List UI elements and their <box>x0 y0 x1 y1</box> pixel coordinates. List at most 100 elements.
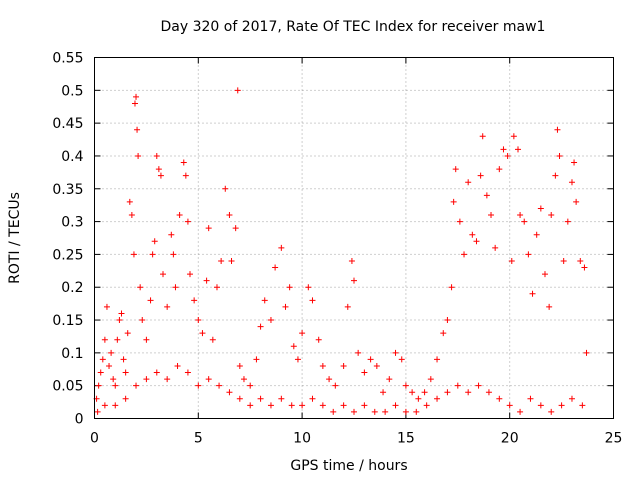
data-point <box>510 133 517 140</box>
y-tick-label: 0.05 <box>52 379 83 395</box>
data-point <box>133 93 140 100</box>
data-point <box>282 303 289 310</box>
data-point <box>153 152 160 159</box>
data-point <box>234 87 241 94</box>
data-point <box>112 382 119 389</box>
y-tick-label: 0 <box>75 412 84 428</box>
data-point <box>101 402 108 409</box>
data-point <box>571 159 578 166</box>
data-point <box>199 330 206 337</box>
data-point <box>402 382 409 389</box>
data-point <box>135 152 142 159</box>
data-point <box>139 317 146 324</box>
data-point <box>392 349 399 356</box>
data-point <box>452 166 459 173</box>
data-point <box>218 257 225 264</box>
data-point <box>232 225 239 232</box>
data-point <box>448 284 455 291</box>
data-point <box>118 310 125 317</box>
data-point <box>195 382 202 389</box>
data-point <box>155 166 162 173</box>
data-point <box>508 257 515 264</box>
data-point <box>236 395 243 402</box>
data-point <box>573 198 580 205</box>
data-point <box>95 382 102 389</box>
data-point <box>340 362 347 369</box>
data-point <box>319 402 326 409</box>
plot-frame <box>94 57 614 419</box>
data-point <box>583 349 590 356</box>
data-point <box>434 356 441 363</box>
data-point <box>170 251 177 258</box>
data-point <box>128 212 135 219</box>
data-point <box>147 297 154 304</box>
data-point <box>116 317 123 324</box>
data-point <box>216 382 223 389</box>
data-point <box>581 264 588 271</box>
data-point <box>409 389 416 396</box>
data-point <box>112 402 119 409</box>
data-point <box>286 284 293 291</box>
data-point <box>380 389 387 396</box>
chart-title: Day 320 of 2017, Rate Of TEC Index for r… <box>161 19 546 35</box>
data-point <box>361 369 368 376</box>
data-point <box>305 284 312 291</box>
data-point <box>213 284 220 291</box>
data-point <box>541 271 548 278</box>
data-point <box>94 408 101 415</box>
data-point <box>413 408 420 415</box>
data-point <box>361 402 368 409</box>
data-point <box>504 152 511 159</box>
data-point <box>299 402 306 409</box>
data-point <box>427 376 434 383</box>
data-point <box>168 231 175 238</box>
data-point <box>469 231 476 238</box>
data-point <box>415 395 422 402</box>
data-point <box>386 376 393 383</box>
y-tick-label: 0.4 <box>61 149 83 165</box>
y-tick-label: 0.5 <box>61 83 83 99</box>
data-point <box>461 251 468 258</box>
data-point <box>344 303 351 310</box>
data-point <box>568 179 575 186</box>
data-point <box>492 244 499 251</box>
data-point <box>137 284 144 291</box>
data-point <box>473 238 480 245</box>
data-point <box>126 198 133 205</box>
data-point <box>444 317 451 324</box>
data-point <box>527 395 534 402</box>
data-point <box>122 369 129 376</box>
data-point <box>579 402 586 409</box>
data-point <box>340 402 347 409</box>
data-point <box>546 303 553 310</box>
data-point <box>182 172 189 179</box>
data-point <box>332 382 339 389</box>
data-point <box>456 218 463 225</box>
scatter-points <box>93 87 590 415</box>
data-point <box>506 402 513 409</box>
data-point <box>454 382 461 389</box>
data-point <box>423 402 430 409</box>
data-point <box>450 198 457 205</box>
data-point <box>228 257 235 264</box>
data-point <box>290 343 297 350</box>
data-point <box>548 212 555 219</box>
data-point <box>552 172 559 179</box>
data-point <box>151 238 158 245</box>
data-point <box>517 408 524 415</box>
x-tick-label: 25 <box>605 431 623 447</box>
data-point <box>529 290 536 297</box>
data-point <box>485 389 492 396</box>
data-point <box>475 382 482 389</box>
data-point <box>191 297 198 304</box>
data-point <box>515 146 522 153</box>
data-point <box>97 369 104 376</box>
data-point <box>309 297 316 304</box>
data-point <box>195 317 202 324</box>
data-point <box>176 212 183 219</box>
y-tick-label: 0.25 <box>52 247 83 263</box>
y-tick-label: 0.15 <box>52 313 83 329</box>
y-tick-label: 0.35 <box>52 182 83 198</box>
data-point <box>483 192 490 199</box>
